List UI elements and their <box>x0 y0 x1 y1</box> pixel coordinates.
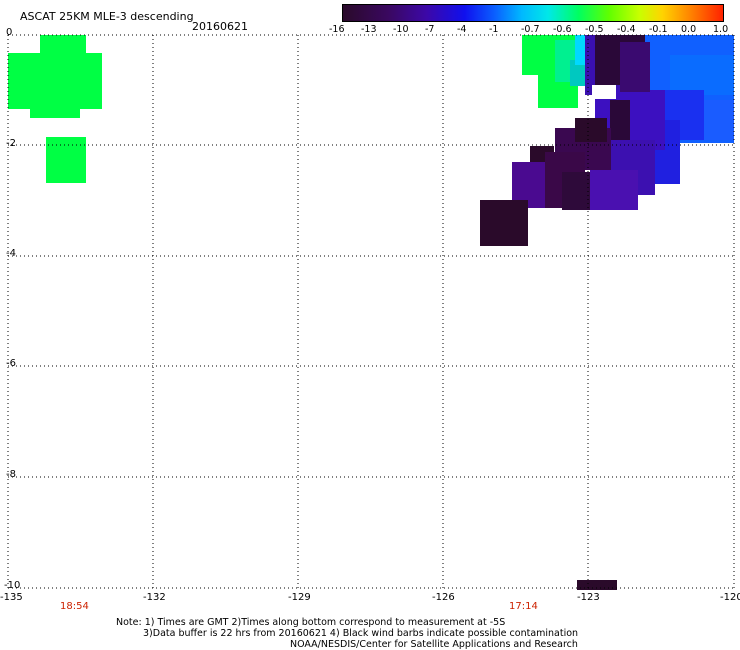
colorbar-label: -0.6 <box>553 24 572 35</box>
note-line-2: 3)Data buffer is 22 hrs from 20160621 4)… <box>143 628 579 639</box>
data-cell <box>610 100 630 140</box>
time-label: 18:54 <box>60 601 89 612</box>
x-tick-label: -123 <box>577 592 600 603</box>
data-cell <box>570 60 588 86</box>
colorbar-label: -0.1 <box>649 24 668 35</box>
colorbar-label: -0.4 <box>617 24 636 35</box>
colorbar <box>342 4 724 22</box>
y-tick-label: -4 <box>6 248 16 259</box>
x-tick-label: -132 <box>143 592 166 603</box>
data-gap <box>592 85 616 99</box>
data-cell <box>700 100 734 140</box>
colorbar-label: -13 <box>361 24 377 35</box>
time-label: 17:14 <box>509 601 538 612</box>
y-tick-label: -10 <box>4 580 21 591</box>
note-line-1: Note: 1) Times are GMT 2)Times along bot… <box>116 617 506 628</box>
data-cell <box>46 137 86 183</box>
data-cell <box>575 35 587 65</box>
data-cell <box>577 580 617 590</box>
grid <box>7 34 735 589</box>
data-cell <box>40 35 86 55</box>
data-cell <box>480 200 528 246</box>
data-cell <box>670 55 734 95</box>
y-tick-label: 0 <box>6 27 13 38</box>
map-date: 20160621 <box>192 20 248 33</box>
x-tick-label: -129 <box>288 592 311 603</box>
data-cell <box>8 53 102 109</box>
wind-data-cells <box>8 35 734 590</box>
y-tick-label: -6 <box>6 358 16 369</box>
data-cell <box>30 106 80 118</box>
note-line-3: NOAA/NESDIS/Center for Satellite Applica… <box>290 639 578 650</box>
colorbar-label: 1.0 <box>713 24 729 35</box>
y-tick-label: -8 <box>6 469 16 480</box>
x-tick-label: -135 <box>0 592 23 603</box>
colorbar-label: -16 <box>329 24 345 35</box>
colorbar-label: -0.5 <box>585 24 604 35</box>
x-tick-label: -120 <box>720 592 740 603</box>
colorbar-label: -10 <box>393 24 409 35</box>
colorbar-label: -1 <box>489 24 499 35</box>
colorbar-label: 0.0 <box>681 24 697 35</box>
map-title: ASCAT 25KM MLE-3 descending <box>20 10 194 23</box>
y-tick-label: -2 <box>6 138 16 149</box>
data-cell <box>620 42 650 92</box>
colorbar-label: -7 <box>425 24 435 35</box>
x-tick-label: -126 <box>432 592 455 603</box>
data-cell <box>575 118 607 142</box>
data-cell <box>590 170 638 210</box>
colorbar-label: -0.7 <box>521 24 540 35</box>
colorbar-label: -4 <box>457 24 467 35</box>
